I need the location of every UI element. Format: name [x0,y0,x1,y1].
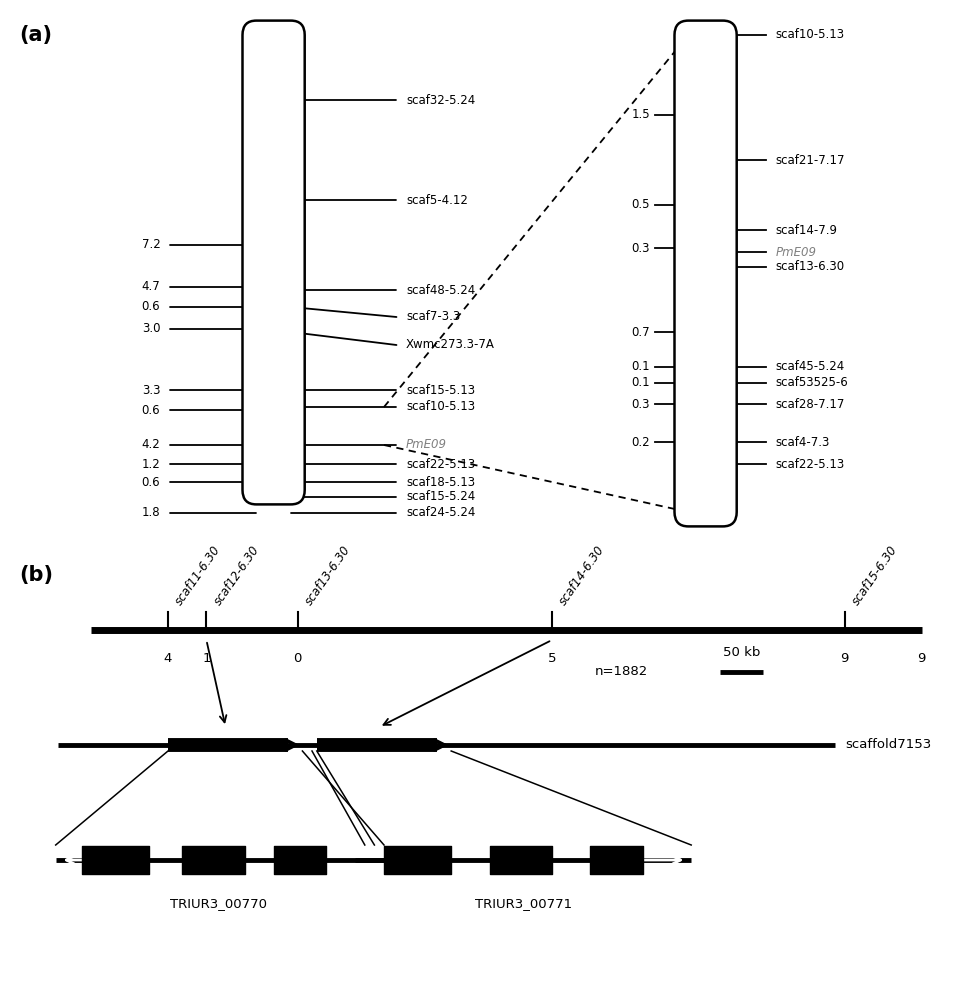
Text: scaf5-4.12: scaf5-4.12 [406,194,468,207]
Text: scaf22-5.13: scaf22-5.13 [776,458,845,471]
Text: scaf13-6.30: scaf13-6.30 [776,260,845,273]
Text: 3.3: 3.3 [142,383,160,396]
Text: scaf10-5.13: scaf10-5.13 [406,400,475,414]
Text: PmE09: PmE09 [406,438,447,452]
Text: scaf14-7.9: scaf14-7.9 [776,224,838,236]
Text: n=1882: n=1882 [595,665,648,678]
Text: TRIUR3_00770: TRIUR3_00770 [170,897,268,910]
Text: 0.1: 0.1 [632,360,650,373]
Text: scaf14-6.30: scaf14-6.30 [557,544,608,608]
Text: 0.6: 0.6 [142,476,160,488]
Text: 9: 9 [841,652,849,665]
Text: scaf22-5.13: scaf22-5.13 [406,458,475,471]
Text: 0: 0 [294,652,301,665]
Text: scaf48-5.24: scaf48-5.24 [406,284,475,296]
Text: 0.7: 0.7 [632,326,650,338]
Text: scaf13-6.30: scaf13-6.30 [302,544,353,608]
Text: 3.0: 3.0 [142,322,160,336]
Text: 1: 1 [203,652,210,665]
Text: scaf15-5.24: scaf15-5.24 [406,490,475,504]
Text: 0.6: 0.6 [142,300,160,314]
Text: 1.2: 1.2 [141,458,160,471]
Text: 1.5: 1.5 [632,108,650,121]
Text: 0.6: 0.6 [142,403,160,416]
FancyBboxPatch shape [243,21,304,504]
Text: 1.8: 1.8 [142,506,160,520]
Text: (a): (a) [19,25,52,45]
Text: scaf11-6.30: scaf11-6.30 [173,544,224,608]
Text: scaf12-6.30: scaf12-6.30 [211,544,262,608]
Text: 7.2: 7.2 [141,238,160,251]
Text: scaf53525-6: scaf53525-6 [776,376,849,389]
Text: 4: 4 [164,652,172,665]
FancyBboxPatch shape [675,21,736,526]
Text: 5: 5 [548,652,556,665]
Text: 0.3: 0.3 [632,241,650,254]
Text: 9: 9 [918,652,925,665]
Text: scaf28-7.17: scaf28-7.17 [776,397,845,410]
Text: TRIUR3_00771: TRIUR3_00771 [474,897,572,910]
Text: scaf18-5.13: scaf18-5.13 [406,476,475,488]
Text: scaf10-5.13: scaf10-5.13 [776,28,845,41]
Text: scaf15-5.13: scaf15-5.13 [406,383,475,396]
Text: 0.1: 0.1 [632,376,650,389]
Text: 4.7: 4.7 [141,280,160,294]
Text: 4.2: 4.2 [141,438,160,452]
Text: scaf4-7.3: scaf4-7.3 [776,436,830,448]
Text: scaf21-7.17: scaf21-7.17 [776,153,845,166]
Text: scaf7-3.3: scaf7-3.3 [406,310,461,324]
Text: 0.2: 0.2 [632,436,650,448]
Text: 50 kb: 50 kb [723,646,760,659]
Text: scaf45-5.24: scaf45-5.24 [776,360,845,373]
Text: scaf15-6.30: scaf15-6.30 [850,544,900,608]
Text: Xwmc273.3-7A: Xwmc273.3-7A [406,338,495,352]
Text: 0.5: 0.5 [632,198,650,212]
Text: 0.3: 0.3 [632,397,650,410]
Text: scaffold7153: scaffold7153 [845,738,931,752]
Text: scaf32-5.24: scaf32-5.24 [406,94,475,106]
Text: PmE09: PmE09 [776,245,817,258]
Text: scaf24-5.24: scaf24-5.24 [406,506,475,520]
Text: (b): (b) [19,565,53,585]
